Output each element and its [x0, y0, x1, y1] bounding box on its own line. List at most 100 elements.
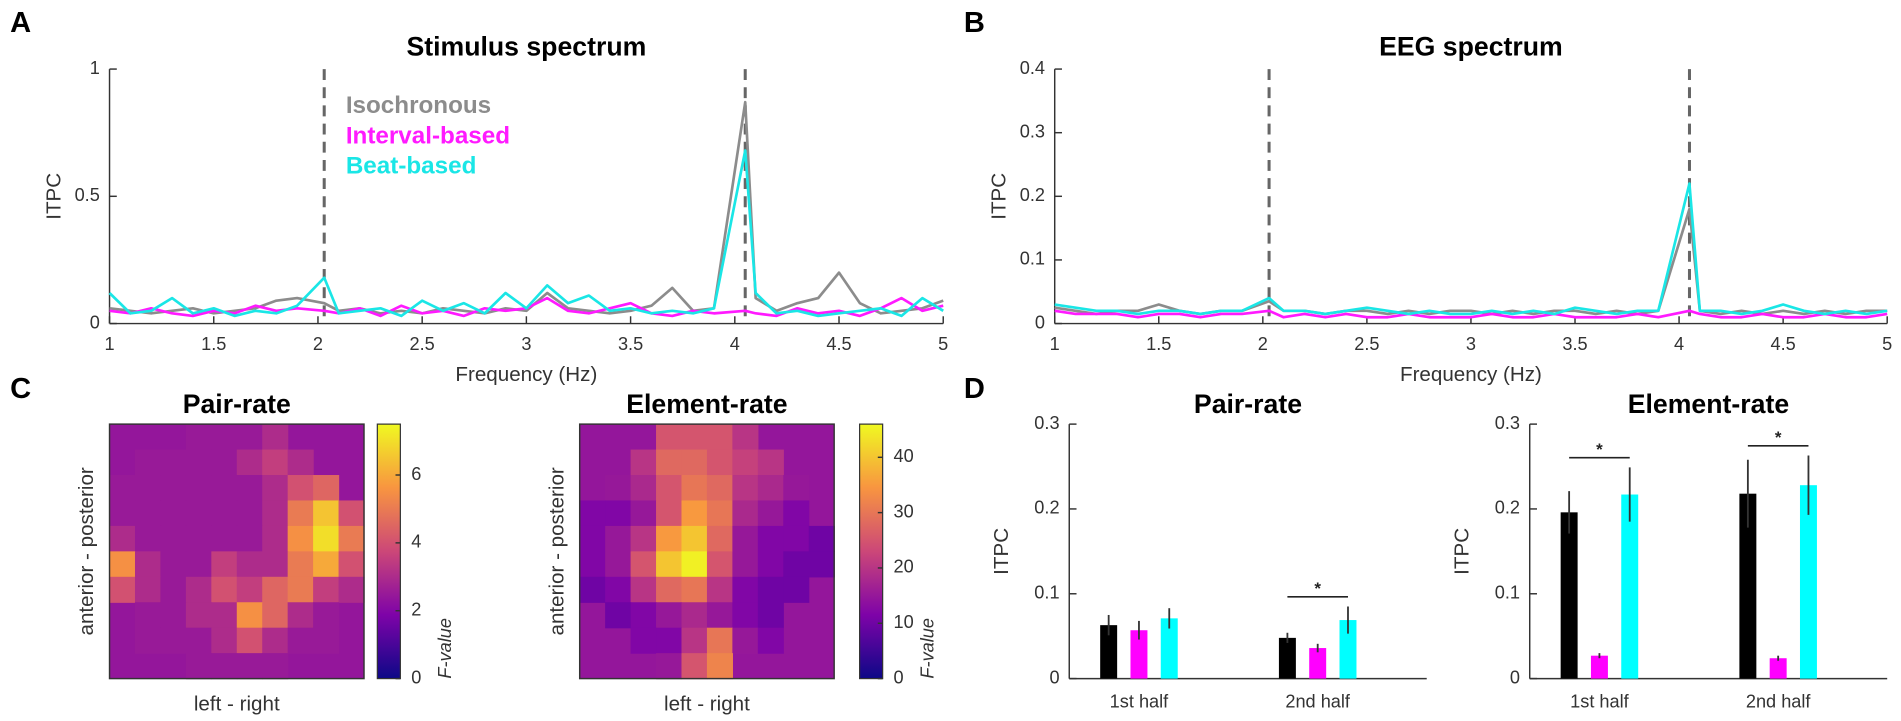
map-cell: [681, 551, 708, 578]
map-cell: [338, 525, 365, 552]
map-cell: [757, 627, 784, 654]
x-axis-label: Frequency (Hz): [455, 363, 597, 386]
x-tick-label: 5: [1882, 334, 1892, 354]
bar: [1278, 637, 1296, 679]
map-cell: [783, 475, 810, 502]
map-cell: [160, 500, 187, 527]
map-cell: [313, 475, 340, 502]
map-cell: [134, 525, 162, 552]
map-cell: [236, 424, 263, 451]
map-cell: [783, 551, 810, 578]
map-cell: [262, 576, 289, 603]
significance-label: *: [1775, 428, 1782, 447]
map-cell: [262, 653, 289, 680]
map-cell: [236, 602, 263, 629]
map-cell: [808, 551, 835, 578]
y-tick-label: 0.1: [1495, 583, 1520, 603]
map-cell: [630, 551, 657, 578]
map-cell: [681, 602, 708, 629]
map-cell: [313, 627, 340, 654]
x-tick-label: 3.5: [1562, 334, 1587, 354]
map-cell: [605, 551, 632, 578]
y-tick-label: 0.2: [1034, 498, 1059, 518]
y-tick-label: 0.2: [1495, 498, 1520, 518]
map-cell: [287, 551, 314, 578]
map-cell: [656, 525, 683, 552]
map-cell: [211, 602, 238, 629]
y-tick-label: 0.1: [1020, 249, 1045, 269]
map-cell: [706, 500, 733, 527]
map-cell: [757, 602, 784, 629]
x-tick-label: 2.5: [410, 334, 435, 354]
map-cell: [185, 653, 212, 680]
map-cell: [338, 500, 365, 527]
x-tick-label: 2nd half: [1746, 692, 1812, 712]
map-cell: [236, 576, 263, 603]
map-cell: [211, 627, 238, 654]
map-cell: [109, 525, 136, 552]
series-line: [1054, 182, 1888, 316]
map-cell: [236, 525, 263, 552]
map-cell: [185, 449, 212, 476]
y-axis-label: anterior - posterior: [75, 467, 98, 635]
map-cell: [706, 449, 733, 476]
map-cell: [109, 500, 136, 527]
map-cell: [656, 627, 683, 654]
map-cell: [681, 576, 708, 603]
colorbar-tick-label: 20: [894, 557, 914, 577]
map-cell: [160, 525, 187, 552]
map-cell: [262, 500, 289, 527]
map-cell: [236, 653, 263, 680]
map-cell: [732, 449, 759, 476]
colorbar: [859, 423, 884, 680]
bar: [1590, 655, 1608, 679]
map-cell: [757, 525, 784, 552]
map-cell: [681, 525, 708, 552]
map-cell: [160, 627, 187, 654]
map-cell: [630, 500, 657, 527]
y-tick-label: 0: [90, 312, 100, 332]
panel-label: A: [10, 7, 31, 39]
map-cell: [109, 475, 136, 502]
panel-label: C: [10, 373, 31, 405]
map-cell: [211, 653, 238, 680]
x-tick-label: 2.5: [1354, 334, 1379, 354]
bar: [1130, 630, 1148, 679]
bar: [1339, 620, 1357, 679]
map-cell: [262, 551, 289, 578]
map-frame: [108, 423, 365, 680]
map-cell: [656, 449, 683, 476]
map-cell: [630, 525, 657, 552]
bar: [1560, 512, 1578, 679]
map-cell: [630, 627, 657, 654]
map-cell: [287, 602, 314, 629]
map-cell: [287, 475, 314, 502]
map-cell: [134, 602, 162, 629]
map-cell: [313, 551, 340, 578]
map-cell: [262, 424, 289, 451]
map-cell: [211, 525, 238, 552]
y-tick-label: 1: [90, 58, 100, 78]
map-cell: [757, 551, 784, 578]
map-cell: [579, 551, 606, 578]
map-cell: [211, 576, 238, 603]
map-cell: [287, 576, 314, 603]
map-cell: [579, 525, 606, 552]
y-tick-label: 0: [1035, 312, 1045, 332]
map-cell: [109, 576, 136, 603]
x-tick-label: 4: [730, 334, 740, 354]
x-axis-label: Frequency (Hz): [1400, 363, 1542, 386]
bar: [1160, 618, 1178, 679]
map-cell: [338, 576, 365, 603]
map-cell: [185, 424, 212, 451]
map-cell: [160, 602, 187, 629]
map-cell: [732, 602, 759, 629]
y-tick-label: 0.1: [1034, 583, 1059, 603]
colorbar-tick-label: 0: [894, 667, 904, 687]
map-cell: [681, 627, 708, 654]
map-cell: [236, 449, 263, 476]
map-cell: [681, 653, 708, 680]
map-cell: [109, 551, 136, 578]
map-cell: [732, 525, 759, 552]
